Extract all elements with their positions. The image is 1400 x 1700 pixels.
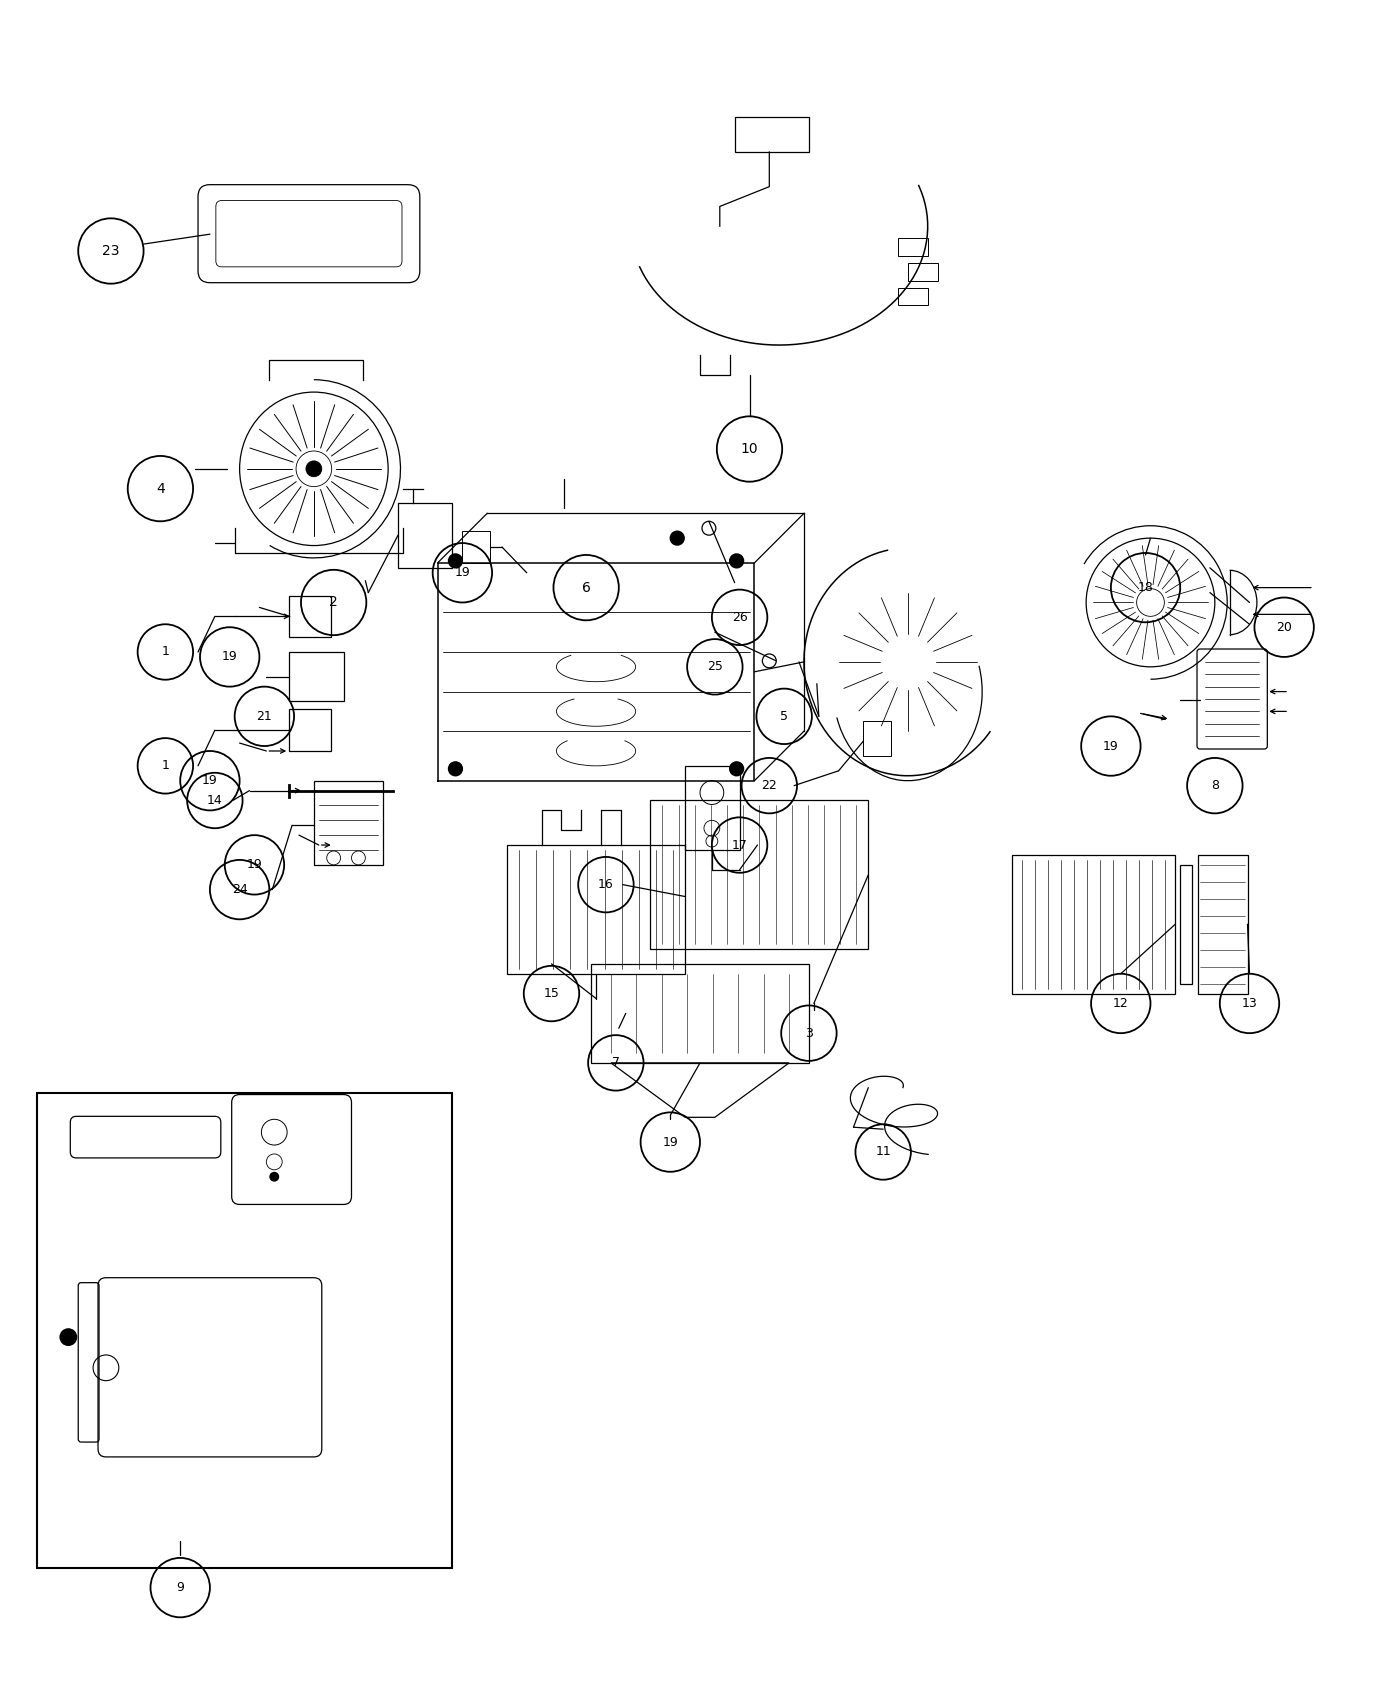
Text: 19: 19: [455, 566, 470, 580]
Bar: [507, 845, 685, 974]
Bar: [290, 653, 343, 702]
Text: 3: 3: [805, 1027, 813, 1040]
Circle shape: [729, 554, 743, 568]
Bar: [290, 595, 330, 638]
Bar: [314, 780, 384, 865]
Text: 25: 25: [707, 660, 722, 673]
Text: 14: 14: [207, 794, 223, 808]
Text: 10: 10: [741, 442, 759, 456]
Circle shape: [729, 762, 743, 775]
Bar: [685, 765, 739, 850]
Bar: [897, 238, 928, 257]
Text: 16: 16: [598, 879, 613, 891]
Text: 12: 12: [1113, 996, 1128, 1010]
Text: 26: 26: [732, 610, 748, 624]
Bar: [1198, 855, 1247, 993]
Bar: [864, 721, 890, 756]
Text: 18: 18: [1138, 581, 1154, 593]
Circle shape: [448, 762, 462, 775]
Bar: [651, 801, 868, 949]
Text: 9: 9: [176, 1581, 185, 1595]
Text: 19: 19: [221, 651, 238, 663]
Text: 5: 5: [780, 711, 788, 722]
Text: 20: 20: [1277, 620, 1292, 634]
Circle shape: [59, 1328, 77, 1346]
Circle shape: [671, 530, 685, 546]
Text: 24: 24: [232, 882, 248, 896]
Bar: [462, 530, 490, 563]
Text: 19: 19: [202, 774, 218, 787]
Bar: [909, 264, 938, 280]
Circle shape: [448, 554, 462, 568]
Circle shape: [295, 450, 332, 486]
Text: 21: 21: [256, 711, 272, 722]
Bar: [1180, 865, 1191, 984]
Text: 4: 4: [155, 481, 165, 496]
Text: 2: 2: [329, 595, 337, 610]
Text: 7: 7: [612, 1056, 620, 1069]
Text: 1: 1: [161, 646, 169, 658]
Text: 22: 22: [762, 779, 777, 792]
Bar: [735, 117, 809, 151]
Text: 19: 19: [662, 1136, 678, 1149]
Text: 19: 19: [1103, 740, 1119, 753]
Bar: [1012, 855, 1175, 993]
Bar: [398, 503, 452, 568]
Text: 8: 8: [1211, 779, 1219, 792]
Bar: [897, 287, 928, 306]
Circle shape: [1137, 588, 1165, 617]
Text: 11: 11: [875, 1146, 890, 1158]
Bar: [36, 1093, 452, 1567]
Text: 17: 17: [732, 838, 748, 852]
Text: 1: 1: [161, 760, 169, 772]
Circle shape: [269, 1171, 279, 1182]
Bar: [290, 709, 330, 751]
Text: 13: 13: [1242, 996, 1257, 1010]
Text: 6: 6: [582, 581, 591, 595]
Text: 15: 15: [543, 988, 560, 1000]
Circle shape: [307, 461, 322, 476]
Text: 19: 19: [246, 858, 262, 872]
Text: 23: 23: [102, 245, 119, 258]
Bar: [591, 964, 809, 1062]
